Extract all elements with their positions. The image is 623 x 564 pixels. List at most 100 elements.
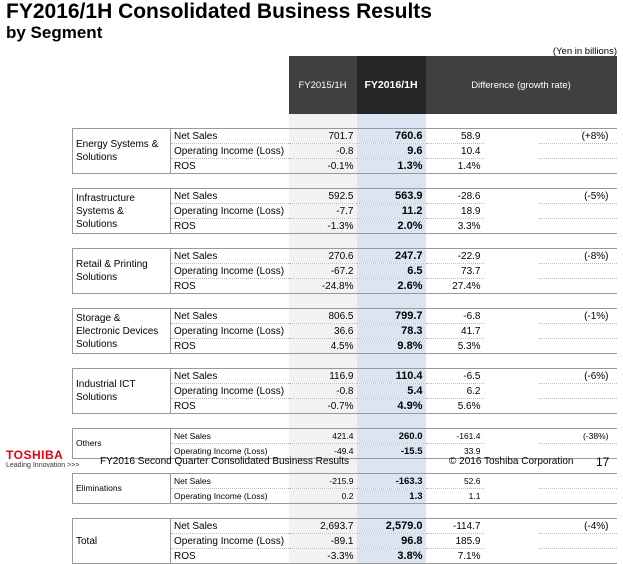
growth-rate xyxy=(538,533,617,549)
prev-value: -89.1 xyxy=(288,533,357,549)
table-row: Operating Income (Loss) -0.8 9.6 10.4 xyxy=(73,143,617,159)
spacer-row xyxy=(73,413,617,429)
table-row: Operating Income (Loss) 36.6 78.3 41.7 xyxy=(73,323,617,339)
prev-value: -0.7% xyxy=(288,398,357,414)
prev-value: -67.2 xyxy=(288,263,357,279)
row-item-label: Net Sales xyxy=(170,188,289,204)
growth-rate xyxy=(538,203,617,219)
spacer-row xyxy=(73,233,617,249)
spacer-row xyxy=(73,173,617,189)
growth-rate xyxy=(538,473,617,489)
diff-value: 27.4% xyxy=(425,278,484,294)
row-item-label: Operating Income (Loss) xyxy=(170,383,289,399)
prev-value: 806.5 xyxy=(288,308,357,324)
table-row: ROS -1.3% 2.0% 3.3% xyxy=(73,218,617,234)
diff-value: -161.4 xyxy=(425,428,484,444)
table-row: Storage & Electronic Devices Solutions Ne… xyxy=(72,308,617,354)
row-item-label: Operating Income (Loss) xyxy=(170,488,289,504)
growth-rate xyxy=(538,548,617,564)
growth-rate xyxy=(538,218,617,234)
column-header-prev: FY2015/1H xyxy=(288,56,357,114)
cur-value: 563.9 xyxy=(356,188,426,204)
row-item-label: ROS xyxy=(170,548,289,564)
prev-value: 4.5% xyxy=(288,338,357,354)
column-header-cur: FY2016/1H xyxy=(356,56,426,114)
prev-value: 421.4 xyxy=(288,428,357,444)
diff-value: -28.6 xyxy=(425,188,484,204)
prev-value: -3.3% xyxy=(288,548,357,564)
growth-rate xyxy=(538,143,617,159)
table-row: ROS 4.5% 9.8% 5.3% xyxy=(73,338,617,354)
cur-value: 9.6 xyxy=(356,143,426,159)
diff-value: 1.1 xyxy=(425,488,484,504)
column-header-diff: Difference (growth rate) xyxy=(425,56,617,114)
growth-rate xyxy=(538,158,617,174)
diff-value: 10.4 xyxy=(425,143,484,159)
row-item-label: ROS xyxy=(170,218,289,234)
diff-value: 3.3% xyxy=(425,218,484,234)
spacer-row xyxy=(73,293,617,309)
diff-value: 5.3% xyxy=(425,338,484,354)
growth-rate: (-4%) xyxy=(538,518,617,534)
prev-value: -24.8% xyxy=(288,278,357,294)
growth-rate xyxy=(538,338,617,354)
table-row: Operating Income (Loss) -0.8 5.4 6.2 xyxy=(73,383,617,399)
cur-value: 4.9% xyxy=(356,398,426,414)
segment-name: Energy Systems & Solutions xyxy=(72,128,171,174)
spacer-row xyxy=(73,458,617,474)
prev-value: 0.2 xyxy=(288,488,357,504)
cur-value: 760.6 xyxy=(356,128,426,144)
cur-value: 11.2 xyxy=(356,203,426,219)
diff-value: 58.9 xyxy=(425,128,484,144)
row-item-label: Net Sales xyxy=(170,428,289,444)
footer: TOSHIBA Leading Innovation >>> FY2016 Se… xyxy=(0,448,623,473)
growth-rate xyxy=(538,443,617,459)
prev-value: 2,693.7 xyxy=(288,518,357,534)
table-row: ROS -0.1% 1.3% 1.4% xyxy=(73,158,617,174)
row-item-label: ROS xyxy=(170,398,289,414)
prev-value: -0.1% xyxy=(288,158,357,174)
footer-text: FY2016 Second Quarter Consolidated Busin… xyxy=(100,456,350,467)
segment-name: Retail & Printing Solutions xyxy=(72,248,171,294)
row-item-label: Operating Income (Loss) xyxy=(170,443,289,459)
table-row: Infrastructure Systems & Solutions Net Sa… xyxy=(72,188,617,234)
table-row: Retail & Printing Solutions Net Sales 270.… xyxy=(72,248,617,294)
unit-note: (Yen in billions) xyxy=(552,46,617,57)
prev-value: -0.8 xyxy=(288,143,357,159)
row-item-label: Operating Income (Loss) xyxy=(170,143,289,159)
growth-rate xyxy=(538,383,617,399)
row-item-label: Net Sales xyxy=(170,308,289,324)
diff-value: 7.1% xyxy=(425,548,484,564)
diff-value: 6.2 xyxy=(425,383,484,399)
row-item-label: ROS xyxy=(170,278,289,294)
diff-value: 73.7 xyxy=(425,263,484,279)
cur-value: 96.8 xyxy=(356,533,426,549)
diff-value: 41.7 xyxy=(425,323,484,339)
prev-value: 36.6 xyxy=(288,323,357,339)
tagline: Leading Innovation >>> xyxy=(6,462,80,469)
page-number: 17 xyxy=(596,455,610,469)
prev-value: 116.9 xyxy=(288,368,357,384)
cur-value: -163.3 xyxy=(356,473,426,489)
cur-value: 5.4 xyxy=(356,383,426,399)
prev-value: -49.4 xyxy=(288,443,357,459)
table-row: Industrial ICT Solutions Net Sales 116.9 11… xyxy=(72,368,617,414)
row-item-label: Operating Income (Loss) xyxy=(170,203,289,219)
prev-value: 270.6 xyxy=(288,248,357,264)
cur-value: 9.8% xyxy=(356,338,426,354)
cur-value: -15.5 xyxy=(356,443,426,459)
segment-name: Total xyxy=(72,518,171,564)
growth-rate: (+8%) xyxy=(538,128,617,144)
header-row: FY2015/1H FY2016/1H Difference (growth r… xyxy=(73,56,617,114)
growth-rate: (-6%) xyxy=(538,368,617,384)
table-row: Operating Income (Loss) -49.4 -15.5 33.9 xyxy=(73,443,617,459)
growth-rate xyxy=(538,278,617,294)
row-item-label: Operating Income (Loss) xyxy=(170,323,289,339)
prev-value: -215.9 xyxy=(288,473,357,489)
diff-value: 33.9 xyxy=(425,443,484,459)
table-row: Operating Income (Loss) -7.7 11.2 18.9 xyxy=(73,203,617,219)
growth-rate: (-8%) xyxy=(538,248,617,264)
diff-value: -22.9 xyxy=(425,248,484,264)
copyright: © 2016 Toshiba Corporation xyxy=(449,456,574,467)
prev-value: 701.7 xyxy=(288,128,357,144)
